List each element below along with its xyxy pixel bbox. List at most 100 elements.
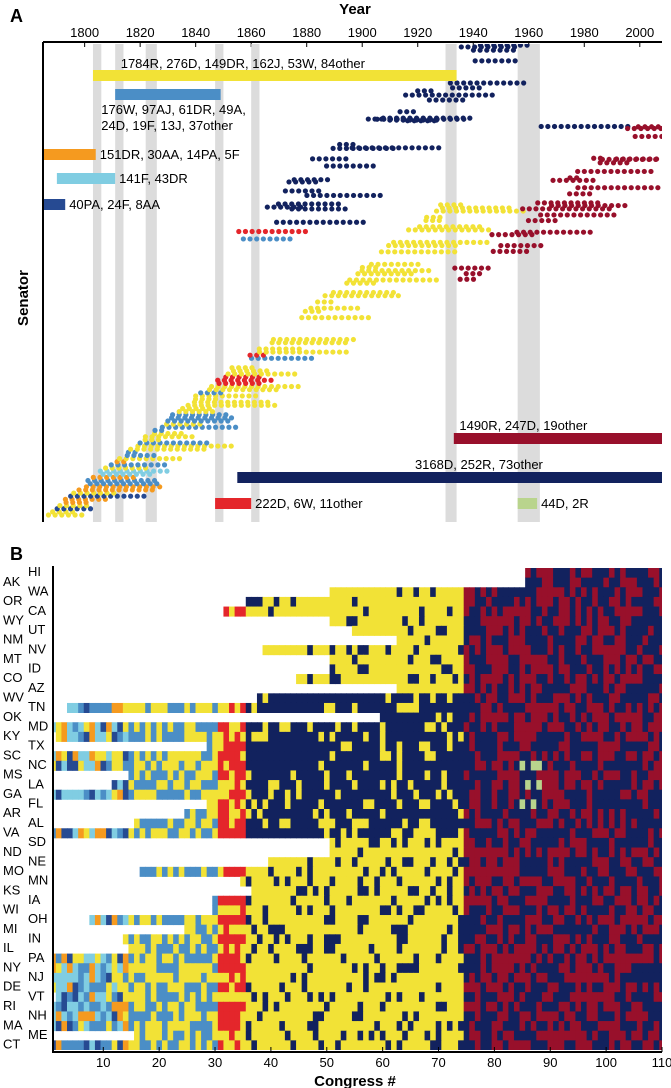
heatmap-cell bbox=[497, 712, 504, 723]
heatmap-cell bbox=[55, 722, 62, 733]
heatmap-cell bbox=[52, 789, 57, 800]
heatmap-cell bbox=[597, 934, 604, 945]
heatmap-cell bbox=[351, 924, 359, 935]
heatmap-cell bbox=[184, 943, 191, 954]
heatmap-cell bbox=[441, 741, 448, 752]
heatmap-cell bbox=[491, 915, 498, 926]
heatmap-cell bbox=[620, 789, 627, 800]
heatmap-cell bbox=[441, 963, 448, 974]
heatmap-cell bbox=[564, 751, 571, 762]
heatmap-cell bbox=[407, 606, 414, 617]
heatmap-cell bbox=[592, 693, 599, 704]
heatmap-cell bbox=[547, 683, 554, 694]
heatmap-cell bbox=[625, 943, 632, 954]
heatmap-cell bbox=[603, 702, 610, 713]
senator-dot bbox=[430, 224, 436, 230]
heatmap-cell bbox=[184, 934, 191, 945]
heatmap-cell bbox=[435, 645, 442, 656]
heatmap-cell bbox=[363, 799, 370, 810]
heatmap-cell bbox=[335, 866, 342, 877]
heatmap-cell bbox=[52, 828, 57, 839]
heatmap-cell bbox=[497, 982, 504, 993]
heatmap-cell bbox=[374, 837, 381, 848]
heatmap-cell bbox=[441, 866, 448, 877]
heatmap-cell bbox=[480, 934, 487, 945]
heatmap-cell bbox=[357, 799, 364, 810]
heatmap-cell bbox=[262, 953, 269, 964]
heatmap-cell bbox=[648, 645, 655, 656]
heatmap-cell bbox=[592, 847, 599, 858]
heatmap-cell bbox=[625, 587, 632, 598]
senator-dot bbox=[242, 228, 249, 235]
heatmap-cell bbox=[435, 837, 442, 848]
heatmap-cell bbox=[458, 789, 465, 800]
heatmap-cell bbox=[424, 828, 431, 839]
heatmap-cell bbox=[608, 876, 616, 887]
heatmap-cell bbox=[608, 895, 616, 906]
heatmap-cell bbox=[385, 664, 392, 675]
heatmap-cell bbox=[229, 780, 236, 791]
heatmap-cell bbox=[469, 915, 476, 926]
heatmap-cell bbox=[564, 702, 571, 713]
heatmap-cell bbox=[296, 751, 303, 762]
heatmap-cell bbox=[474, 789, 481, 800]
heatmap-cell bbox=[134, 731, 141, 742]
heatmap-cell bbox=[391, 625, 398, 636]
heatmap-cell bbox=[597, 664, 604, 675]
heatmap-cell bbox=[608, 972, 616, 983]
heatmap-cell bbox=[178, 818, 185, 829]
heatmap-cell bbox=[351, 828, 359, 839]
heatmap-cell bbox=[508, 809, 515, 820]
heatmap-cell bbox=[558, 982, 565, 993]
heatmap-cell bbox=[407, 712, 414, 723]
heatmap-cell bbox=[307, 866, 314, 877]
senator-dot bbox=[497, 47, 503, 53]
senator-dot bbox=[421, 88, 427, 94]
heatmap-cell bbox=[575, 972, 582, 983]
heatmap-cell bbox=[430, 751, 437, 762]
heatmap-cell bbox=[374, 809, 381, 820]
heatmap-cell bbox=[486, 702, 493, 713]
heatmap-cell bbox=[418, 702, 426, 713]
heatmap-cell bbox=[558, 654, 565, 665]
senator-dot bbox=[393, 277, 399, 283]
heatmap-cell bbox=[407, 924, 414, 935]
heatmap-cell bbox=[279, 1001, 286, 1012]
heatmap-cell bbox=[156, 992, 163, 1003]
heatmap-cell bbox=[402, 780, 409, 791]
heatmap-cell bbox=[525, 683, 532, 694]
senator-dot bbox=[517, 248, 523, 254]
heatmap-cell bbox=[374, 664, 381, 675]
heatmap-cell bbox=[564, 606, 571, 617]
heatmap-cell bbox=[296, 972, 303, 983]
heatmap-cell bbox=[620, 587, 627, 598]
heatmap-cell bbox=[469, 789, 476, 800]
senator-dot bbox=[477, 239, 483, 245]
heatmap-cell bbox=[575, 577, 582, 588]
heatmap-cell bbox=[636, 924, 644, 935]
heatmap-cell bbox=[642, 625, 649, 636]
heatmap-cell bbox=[134, 953, 141, 964]
heatmap-cell bbox=[396, 712, 403, 723]
heatmap-cell bbox=[525, 837, 532, 848]
heatmap-cell bbox=[480, 693, 487, 704]
heatmap-cell bbox=[340, 722, 347, 733]
heatmap-cell bbox=[66, 760, 74, 771]
heatmap-cell bbox=[117, 915, 124, 926]
heatmap-cell bbox=[418, 616, 426, 627]
senator-dot bbox=[493, 205, 499, 211]
heatmap-cell bbox=[335, 780, 342, 791]
heatmap-cell bbox=[648, 953, 655, 964]
heatmap-cell bbox=[553, 866, 560, 877]
heatmap-cell bbox=[508, 972, 515, 983]
heatmap-cell bbox=[564, 683, 571, 694]
heatmap-cell bbox=[575, 895, 582, 906]
heatmap-cell bbox=[351, 847, 359, 858]
heatmap-cell bbox=[430, 664, 437, 675]
heatmap-cell bbox=[145, 789, 152, 800]
heatmap-cell bbox=[508, 799, 515, 810]
heatmap-cell bbox=[547, 915, 554, 926]
heatmap-cell bbox=[273, 982, 280, 993]
heatmap-cell bbox=[307, 741, 314, 752]
senator-dot bbox=[458, 265, 465, 271]
